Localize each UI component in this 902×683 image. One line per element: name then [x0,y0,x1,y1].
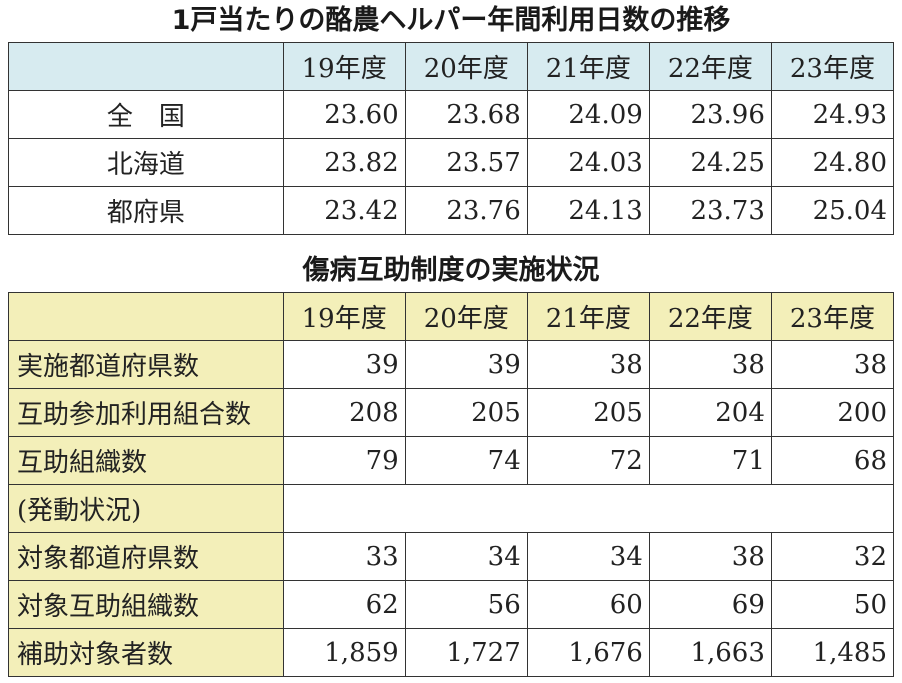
value-cell: 79 [282,436,406,485]
value-cell: 60 [526,580,650,629]
table2-year-header: 22年度 [648,292,772,341]
value-cell: 56 [404,580,528,629]
value-cell: 74 [404,436,528,485]
value-cell: 23.82 [282,138,406,187]
value-cell: 24.80 [770,138,895,187]
value-cell: 62 [282,580,406,629]
table1-year-header: 21年度 [526,42,650,91]
value-cell: 23.73 [648,186,772,235]
value-cell: 38 [770,340,895,389]
value-cell: 25.04 [770,186,895,235]
value-cell: 205 [526,388,650,437]
row-label: 補助対象者数 [8,628,284,677]
table1-corner-cell [8,42,284,91]
value-cell: 23.68 [404,90,528,139]
table2-header-row: 19年度 20年度 21年度 22年度 23年度 [8,292,895,341]
value-cell: 32 [770,532,895,581]
row-label: 全 国 [8,90,284,139]
value-cell: 1,727 [404,628,528,677]
table-row: 対象都道府県数 33 34 34 38 32 [8,532,895,581]
section-label: (発動状況) [8,484,284,533]
value-cell: 34 [404,532,528,581]
table1-title: 1戸当たりの酪農ヘルパー年間利用日数の推移 [171,5,731,36]
value-cell: 23.42 [282,186,406,235]
table-row: 北海道 23.82 23.57 24.03 24.25 24.80 [8,138,895,187]
table1-year-header: 20年度 [404,42,528,91]
table1-year-header: 23年度 [770,42,895,91]
value-cell: 69 [648,580,772,629]
table-row: 実施都道府県数 39 39 38 38 38 [8,340,895,389]
row-label: 対象都道府県数 [8,532,284,581]
value-cell: 72 [526,436,650,485]
table1-header-row: 19年度 20年度 21年度 22年度 23年度 [8,42,895,91]
row-label: 実施都道府県数 [8,340,284,389]
row-label: 互助組織数 [8,436,284,485]
value-cell: 39 [282,340,406,389]
table1-year-header: 19年度 [282,42,406,91]
mutual-aid-table: 19年度 20年度 21年度 22年度 23年度 実施都道府県数 39 39 3… [8,292,895,677]
table-row: 補助対象者数 1,859 1,727 1,676 1,663 1,485 [8,628,895,677]
value-cell: 33 [282,532,406,581]
value-cell: 34 [526,532,650,581]
value-cell: 200 [770,388,895,437]
value-cell: 23.96 [648,90,772,139]
value-cell: 39 [404,340,528,389]
value-cell: 50 [770,580,895,629]
value-cell: 204 [648,388,772,437]
table2-title: 傷病互助制度の実施状況 [302,255,600,286]
value-cell: 38 [526,340,650,389]
row-label: 北海道 [8,138,284,187]
table2-year-header: 20年度 [404,292,528,341]
value-cell: 23.76 [404,186,528,235]
value-cell: 23.60 [282,90,406,139]
value-cell: 205 [404,388,528,437]
table-row: 対象互助組織数 62 56 60 69 50 [8,580,895,629]
section-row: (発動状況) [8,484,895,533]
value-cell: 24.93 [770,90,895,139]
table-row: 都府県 23.42 23.76 24.13 23.73 25.04 [8,186,895,235]
value-cell: 208 [282,388,406,437]
table2-year-header: 19年度 [282,292,406,341]
value-cell: 24.25 [648,138,772,187]
value-cell: 1,663 [648,628,772,677]
row-label: 都府県 [8,186,284,235]
value-cell: 1,676 [526,628,650,677]
blank-cell [282,484,895,533]
row-label: 対象互助組織数 [8,580,284,629]
value-cell: 24.09 [526,90,650,139]
helper-usage-table: 19年度 20年度 21年度 22年度 23年度 全 国 23.60 23.68… [8,42,895,235]
value-cell: 1,485 [770,628,895,677]
table2-year-header: 23年度 [770,292,895,341]
table-row: 全 国 23.60 23.68 24.09 23.96 24.93 [8,90,895,139]
value-cell: 24.03 [526,138,650,187]
value-cell: 38 [648,532,772,581]
table-row: 互助組織数 79 74 72 71 68 [8,436,895,485]
row-label: 互助参加利用組合数 [8,388,284,437]
value-cell: 1,859 [282,628,406,677]
value-cell: 68 [770,436,895,485]
value-cell: 38 [648,340,772,389]
table2-corner-cell [8,292,284,341]
value-cell: 23.57 [404,138,528,187]
table2-year-header: 21年度 [526,292,650,341]
table-row: 互助参加利用組合数 208 205 205 204 200 [8,388,895,437]
table1-year-header: 22年度 [648,42,772,91]
value-cell: 71 [648,436,772,485]
value-cell: 24.13 [526,186,650,235]
